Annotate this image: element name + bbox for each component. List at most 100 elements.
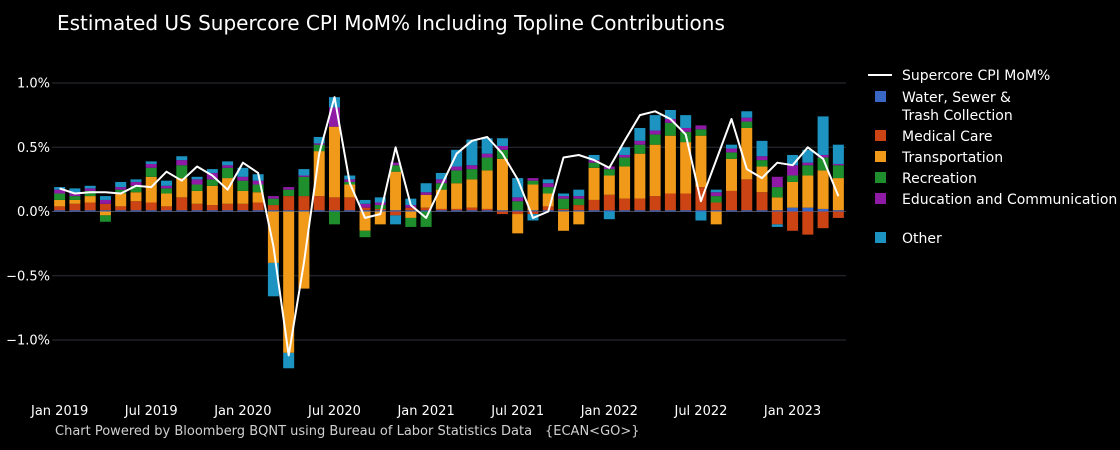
bar-segment [588, 167, 600, 200]
bar-segment [649, 196, 661, 211]
bar-segment [496, 211, 508, 215]
bar-segment [328, 107, 340, 127]
bar-segment [573, 211, 585, 225]
legend-swatch [875, 130, 886, 141]
bar-segment [130, 179, 142, 182]
bar-segment [649, 144, 661, 197]
bar-segment [99, 196, 111, 200]
bar-segment [435, 189, 447, 209]
bar-segment [99, 215, 111, 222]
legend-item-supercore[interactable]: Supercore CPI MoM% [868, 68, 1050, 84]
bar-segment [252, 184, 264, 193]
bar-segment [161, 180, 173, 186]
bar-segment [283, 187, 295, 190]
bar-segment [603, 194, 615, 211]
bar-segment [267, 196, 279, 199]
bar-segment [267, 205, 279, 211]
bar-segment [527, 211, 539, 215]
bar-segment [298, 211, 310, 289]
bar-segment [664, 210, 676, 212]
x-tick-label: Jan 2020 [213, 404, 271, 419]
bar-segment [390, 171, 402, 211]
bar-segment [802, 207, 814, 212]
bar-segment [115, 210, 127, 212]
bar-segment [771, 187, 783, 198]
bar-segment [420, 183, 432, 193]
bar-segment [405, 207, 417, 211]
bar-segment [390, 211, 402, 216]
bar-segment [634, 210, 646, 212]
bar-segment [237, 203, 249, 211]
bar-segment [69, 188, 81, 194]
bar-segment [145, 167, 157, 177]
bar-segment [832, 165, 844, 179]
bar-segment [725, 144, 737, 149]
legend-item[interactable]: Education and Communication [875, 192, 1117, 208]
bar-segment [390, 162, 402, 166]
bar-segment [99, 210, 111, 212]
bar-segment [573, 196, 585, 199]
bar-segment [619, 147, 631, 155]
bar-segment [741, 179, 753, 211]
bar-segment [817, 170, 829, 209]
bar-segment [573, 205, 585, 211]
bar-segment [451, 166, 463, 171]
bar-segment [130, 192, 142, 202]
bar-segment [756, 192, 768, 211]
bar-segment [664, 118, 676, 123]
y-tick-label: 1.0% [17, 77, 50, 92]
bar-segment [756, 140, 768, 157]
bar-segment [69, 193, 81, 197]
bar-segment [54, 199, 66, 207]
bar-segment [283, 352, 295, 369]
legend-item[interactable]: Medical Care [875, 129, 993, 145]
bar-segment [54, 206, 66, 211]
bar-segment [176, 178, 188, 198]
bar-segment [588, 162, 600, 168]
bar-segment [161, 210, 173, 212]
bar-segment [649, 134, 661, 145]
legend-swatch [875, 172, 886, 183]
bar-segment [206, 205, 218, 211]
bar-segment [634, 144, 646, 154]
legend-item[interactable]: Other [875, 231, 942, 247]
bar-segment [741, 210, 753, 212]
bar-segment [252, 210, 264, 212]
bar-segment [664, 109, 676, 119]
supercore-line-group [59, 96, 840, 357]
bar-segment [725, 158, 737, 191]
bar-segment [634, 198, 646, 211]
bar-segment [206, 179, 218, 186]
bar-segment [542, 187, 554, 194]
bar-segment [420, 194, 432, 208]
legend-item[interactable]: Recreation [875, 171, 977, 187]
bar-segment [817, 116, 829, 155]
legend-label: Other [902, 231, 942, 247]
bar-segment [161, 206, 173, 211]
bar-segment [191, 184, 203, 191]
legend-item[interactable]: Water, Sewer & Trash Collection [875, 90, 1013, 124]
y-tick-label: −0.5% [6, 269, 50, 284]
bar-segment [710, 210, 722, 212]
bar-segment [313, 151, 325, 197]
bar-segment [359, 210, 371, 212]
x-tick-label: Jul 2021 [490, 404, 544, 419]
bar-segment [680, 142, 692, 194]
bar-segment [725, 148, 737, 153]
bar-segment [374, 202, 386, 206]
bar-segment [619, 157, 631, 167]
bar-segment [741, 117, 753, 122]
bar-segment [802, 211, 814, 235]
bar-segment [527, 184, 539, 211]
bar-segment [283, 189, 295, 197]
bar-segment [344, 184, 356, 198]
bar-segment [298, 210, 310, 212]
bar-segment [390, 215, 402, 225]
legend-item[interactable]: Transportation [875, 150, 1003, 166]
legend-label: Education and Communication [902, 192, 1117, 208]
bar-segment [451, 210, 463, 212]
bar-segment [649, 210, 661, 212]
bar-segment [542, 179, 554, 184]
y-tick-label: −1.0% [6, 334, 50, 349]
bar-segment [695, 129, 707, 136]
